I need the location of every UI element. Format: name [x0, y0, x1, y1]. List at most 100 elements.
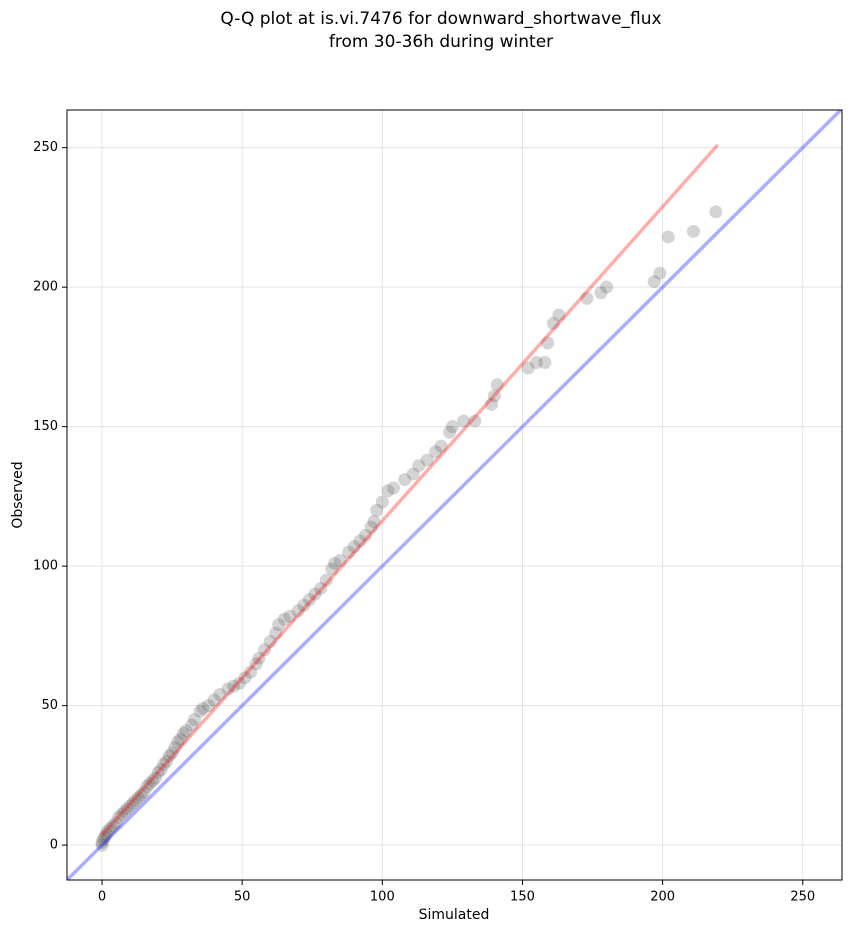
point: [154, 763, 168, 777]
point: [238, 671, 252, 685]
point: [333, 554, 347, 568]
point: [115, 807, 129, 821]
point: [185, 718, 199, 732]
x-tick-label: 50: [234, 890, 251, 905]
y-axis-label: Observed: [10, 461, 26, 528]
point: [95, 835, 109, 849]
x-tick-label: 0: [98, 890, 106, 905]
point: [213, 687, 227, 701]
y-tick-label: 200: [33, 280, 58, 295]
point: [101, 824, 115, 838]
point: [541, 336, 555, 350]
point: [96, 833, 110, 847]
point: [140, 780, 154, 794]
point: [165, 746, 179, 760]
point: [490, 378, 504, 392]
point: [521, 361, 535, 375]
point: [283, 609, 297, 623]
point: [445, 420, 459, 434]
point: [272, 618, 286, 632]
point: [308, 587, 322, 601]
point: [196, 701, 210, 715]
point: [529, 355, 543, 369]
point: [145, 774, 159, 788]
chart-title: Q-Q plot at is.vi.7476 for downward_shor…: [220, 9, 661, 29]
point: [319, 573, 333, 587]
point: [594, 286, 608, 300]
point: [297, 598, 311, 612]
y-tick-label: 100: [33, 559, 58, 574]
point: [162, 749, 176, 763]
point: [109, 816, 123, 830]
x-tick-label: 250: [790, 890, 815, 905]
point: [364, 520, 378, 534]
point: [709, 205, 723, 219]
point: [457, 414, 471, 428]
point: [647, 275, 661, 289]
point: [117, 805, 131, 819]
point: [176, 727, 190, 741]
point: [148, 771, 162, 785]
point: [263, 634, 277, 648]
point: [207, 693, 221, 707]
point: [485, 397, 499, 411]
x-axis-label: Simulated: [419, 907, 490, 923]
point: [227, 679, 241, 693]
point: [546, 316, 560, 330]
point: [328, 556, 342, 570]
point: [157, 757, 171, 771]
x-tick-label: 100: [370, 890, 395, 905]
point: [359, 528, 373, 542]
point: [137, 785, 151, 799]
point: [342, 545, 356, 559]
point: [99, 827, 113, 841]
point: [106, 819, 120, 833]
y-tick-label: 0: [50, 838, 58, 853]
point: [325, 562, 339, 576]
point: [353, 534, 367, 548]
point: [193, 704, 207, 718]
point: [434, 439, 448, 453]
point: [112, 810, 126, 824]
point: [412, 459, 426, 473]
y-tick-label: 250: [33, 140, 58, 155]
point: [398, 473, 412, 487]
point: [653, 266, 667, 280]
reference-line: [67, 110, 842, 880]
point: [160, 754, 174, 768]
y-tick-label: 150: [33, 419, 58, 434]
point: [429, 445, 443, 459]
point: [370, 503, 384, 517]
point: [244, 665, 258, 679]
x-tick-label: 200: [650, 890, 675, 905]
chart-subtitle: from 30-36h during winter: [329, 32, 553, 52]
point: [487, 389, 501, 403]
point: [406, 467, 420, 481]
point: [252, 651, 266, 665]
point: [151, 766, 165, 780]
point: [168, 740, 182, 754]
point: [552, 308, 566, 322]
point: [661, 230, 675, 244]
point: [387, 481, 401, 495]
point: [120, 802, 134, 816]
point: [179, 724, 193, 738]
point: [291, 604, 305, 618]
point: [468, 414, 482, 428]
point: [600, 280, 614, 294]
point: [686, 224, 700, 238]
y-tick-label: 50: [41, 698, 58, 713]
x-tick-label: 150: [510, 890, 535, 905]
point: [258, 643, 272, 657]
point: [375, 495, 389, 509]
point: [420, 453, 434, 467]
point: [98, 830, 112, 844]
point: [580, 291, 594, 305]
point: [367, 515, 381, 529]
point: [221, 682, 235, 696]
point: [269, 626, 283, 640]
point: [232, 676, 246, 690]
point: [171, 735, 185, 749]
point: [95, 838, 109, 852]
